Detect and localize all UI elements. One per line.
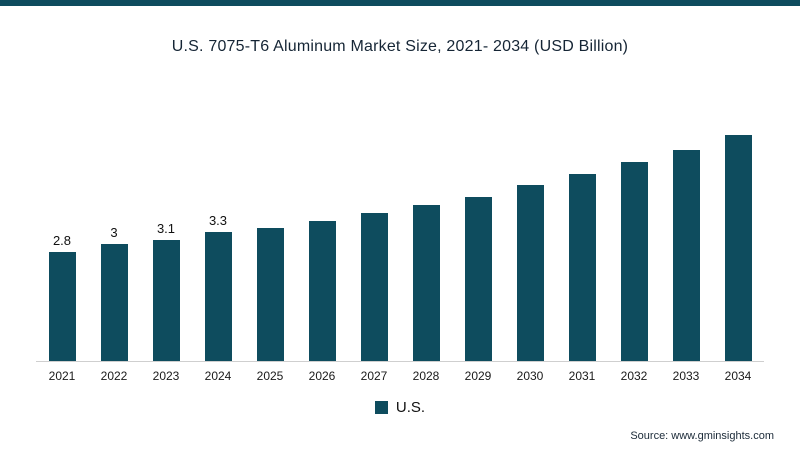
bar-column-2027: [348, 194, 400, 361]
bar-value-label: 3.3: [208, 213, 228, 228]
x-tick-label: 2028: [412, 369, 440, 383]
bar-value-label: 3: [110, 225, 118, 240]
x-tick-label: 2029: [464, 369, 492, 383]
bar-value-label: 3.1: [156, 221, 176, 236]
bar-2023: [152, 240, 180, 361]
bar-column-2033: [660, 131, 712, 361]
bar-column-2030: [504, 166, 556, 361]
bar-column-2021: 2.8: [36, 233, 88, 361]
x-tick-label: 2030: [516, 369, 544, 383]
bar-2026: [308, 221, 336, 361]
top-accent-bar: [0, 0, 800, 6]
legend-label-us: U.S.: [395, 399, 426, 416]
bar-column-2031: [556, 155, 608, 361]
x-axis-labels: 2021 2022 2023 2024 2025 2026 2027 2028 2029 2030…: [36, 369, 764, 383]
bar-column-2022: 3: [88, 225, 140, 361]
bar-value-label: 2.8: [52, 233, 72, 248]
bar-column-2024: 3.3: [192, 213, 244, 361]
bar-column-2029: [452, 178, 504, 361]
x-tick-label: 2023: [152, 369, 180, 383]
legend-swatch-us: [374, 401, 388, 414]
bar-2025: [256, 228, 284, 361]
bar-2033: [672, 150, 700, 361]
bar-2027: [360, 213, 388, 361]
bar-2024: [204, 232, 232, 361]
bar-2022: [100, 244, 128, 361]
bar-2029: [464, 197, 492, 361]
bar-column-2023: 3.1: [140, 221, 192, 361]
x-tick-label: 2024: [204, 369, 232, 383]
bar-2031: [568, 174, 596, 361]
x-tick-label: 2033: [672, 369, 700, 383]
x-tick-label: 2025: [256, 369, 284, 383]
bar-2021: [48, 252, 76, 361]
bar-chart: 2.8 3 3.1 3.3 2021 2022 2023 2024 2025 2026 2027 2…: [36, 82, 764, 383]
chart-title: U.S. 7075-T6 Aluminum Market Size, 2021-…: [171, 38, 629, 55]
bar-column-2025: [244, 209, 296, 361]
source-text: Source: www.gminsights.com: [630, 430, 774, 442]
legend: U.S.: [0, 399, 800, 416]
plot-area: 2.8 3 3.1 3.3: [36, 82, 764, 362]
bar-column-2034: [712, 116, 764, 361]
x-tick-label: 2026: [308, 369, 336, 383]
bar-2034: [724, 135, 752, 361]
bar-2032: [620, 162, 648, 361]
bar-column-2032: [608, 143, 660, 361]
x-tick-label: 2034: [724, 369, 752, 383]
bar-column-2026: [296, 202, 348, 361]
x-tick-label: 2022: [100, 369, 128, 383]
x-tick-label: 2032: [620, 369, 648, 383]
x-tick-label: 2031: [568, 369, 596, 383]
x-tick-label: 2027: [360, 369, 388, 383]
bar-column-2028: [400, 186, 452, 361]
bar-2030: [516, 185, 544, 361]
bar-2028: [412, 205, 440, 361]
x-tick-label: 2021: [48, 369, 76, 383]
